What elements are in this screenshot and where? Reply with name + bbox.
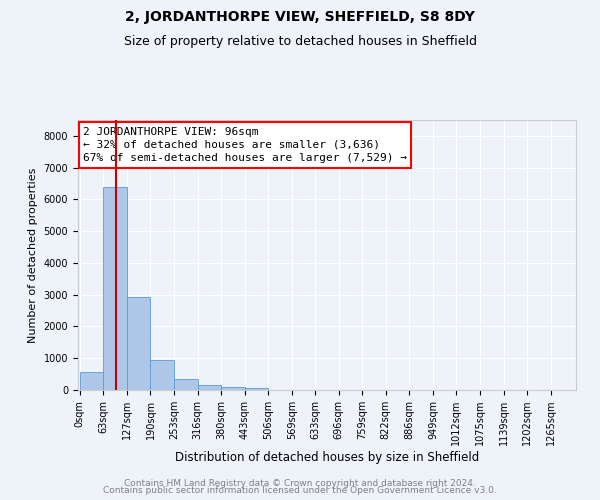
Text: Size of property relative to detached houses in Sheffield: Size of property relative to detached ho… <box>124 35 476 48</box>
Bar <box>221 386 245 390</box>
Text: 2 JORDANTHORPE VIEW: 96sqm
← 32% of detached houses are smaller (3,636)
67% of s: 2 JORDANTHORPE VIEW: 96sqm ← 32% of deta… <box>83 126 407 163</box>
X-axis label: Distribution of detached houses by size in Sheffield: Distribution of detached houses by size … <box>175 451 479 464</box>
Bar <box>80 372 103 390</box>
Text: Contains HM Land Registry data © Crown copyright and database right 2024.: Contains HM Land Registry data © Crown c… <box>124 478 476 488</box>
Bar <box>127 296 151 390</box>
Bar <box>151 360 174 390</box>
Bar <box>103 188 127 390</box>
Bar <box>245 388 268 390</box>
Text: 2, JORDANTHORPE VIEW, SHEFFIELD, S8 8DY: 2, JORDANTHORPE VIEW, SHEFFIELD, S8 8DY <box>125 10 475 24</box>
Text: Contains public sector information licensed under the Open Government Licence v3: Contains public sector information licen… <box>103 486 497 495</box>
Y-axis label: Number of detached properties: Number of detached properties <box>28 168 38 342</box>
Bar <box>197 385 221 390</box>
Bar <box>174 378 197 390</box>
